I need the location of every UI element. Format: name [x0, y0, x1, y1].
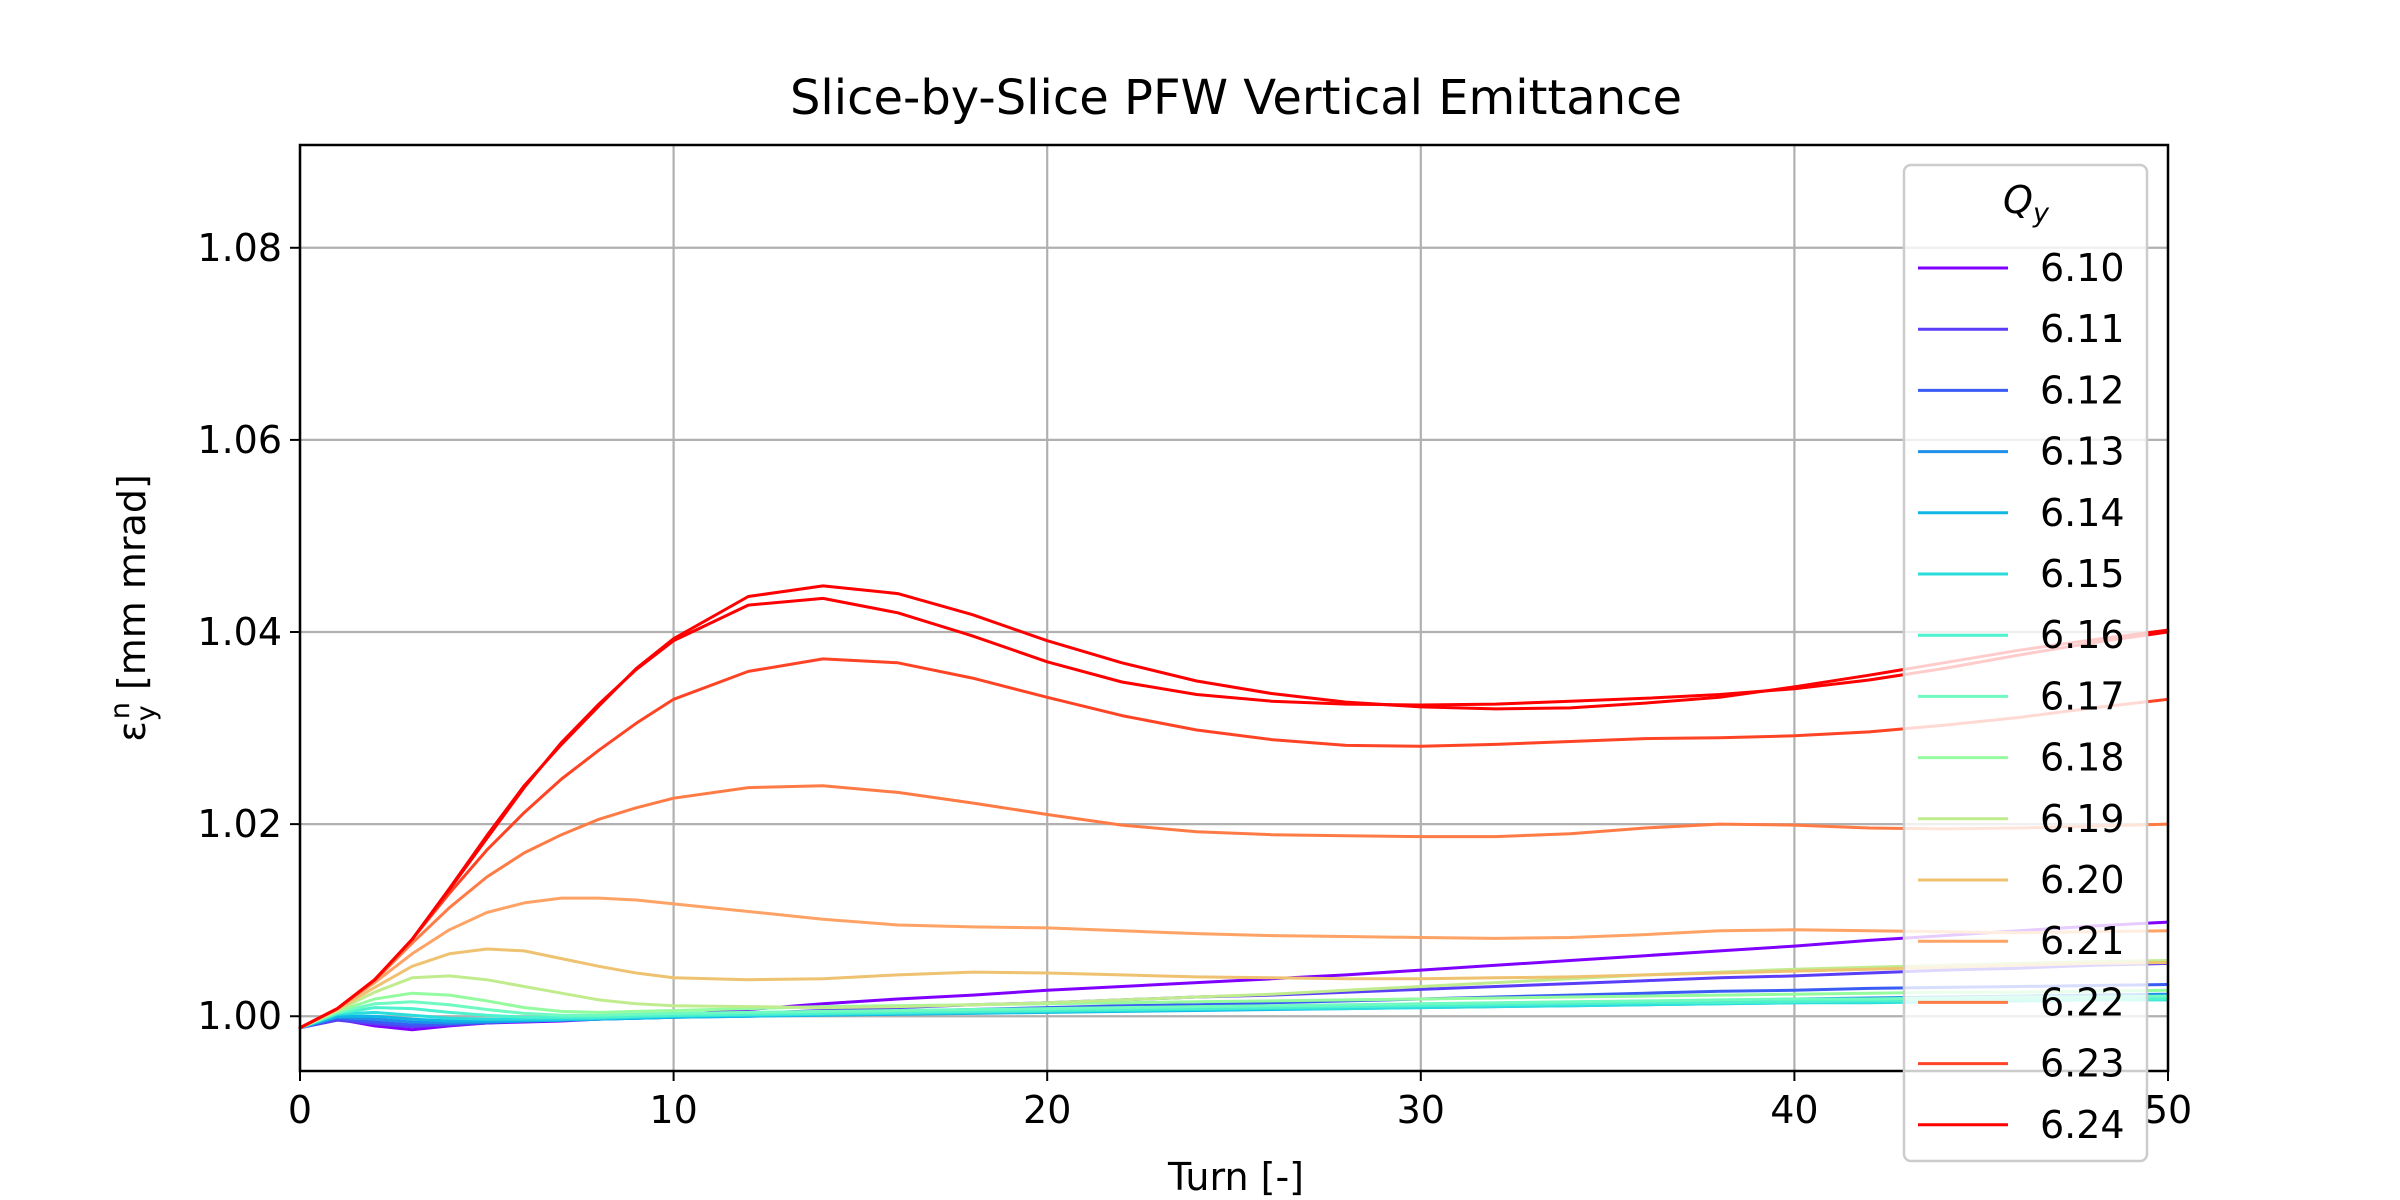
legend-label: 6.14 — [2040, 491, 2125, 535]
x-tick-label: 50 — [2144, 1088, 2192, 1132]
legend-label: 6.11 — [2040, 307, 2125, 351]
chart-title: Slice-by-Slice PFW Vertical Emittance — [790, 70, 1682, 126]
legend-label: 6.18 — [2040, 736, 2125, 780]
legend-title-base: Q — [2003, 178, 2033, 222]
y-axis-label: εyn [mm mrad] — [105, 474, 162, 742]
legend-label: 6.23 — [2040, 1042, 2125, 1086]
y-axis-label-rest: [mm mrad] — [110, 474, 154, 702]
x-tick-label: 10 — [649, 1088, 697, 1132]
x-tick-label: 40 — [1770, 1088, 1818, 1132]
legend-label: 6.16 — [2040, 613, 2125, 657]
legend-label: 6.13 — [2040, 430, 2125, 474]
legend-label: 6.20 — [2040, 858, 2125, 902]
y-axis-label-sup: n — [105, 702, 136, 719]
y-axis-label-symbol: ε — [110, 721, 154, 742]
y-tick-label: 1.08 — [197, 226, 282, 270]
legend-label: 6.10 — [2040, 246, 2125, 290]
legend-label: 6.22 — [2040, 980, 2125, 1024]
x-tick-label: 30 — [1397, 1088, 1445, 1132]
legend: Qy 6.10 6.11 6.12 6.13 6.14 6.15 6.16 6.17 6.18 6… — [1904, 165, 2147, 1161]
y-tick-label: 1.00 — [197, 994, 282, 1038]
x-tick-label: 0 — [288, 1088, 312, 1132]
x-axis-label: Turn [-] — [1167, 1155, 1304, 1199]
legend-label: 6.15 — [2040, 552, 2125, 596]
y-tick-label: 1.02 — [197, 802, 282, 846]
y-tick-label: 1.06 — [197, 418, 282, 462]
legend-label: 6.21 — [2040, 919, 2125, 963]
y-axis-ticks: 1.00 1.02 1.04 1.06 1.08 — [197, 226, 300, 1038]
legend-label: 6.19 — [2040, 797, 2125, 841]
legend-label: 6.24 — [2040, 1103, 2125, 1147]
y-tick-label: 1.04 — [197, 610, 282, 654]
data-series — [300, 586, 2168, 1030]
x-tick-label: 20 — [1023, 1088, 1071, 1132]
legend-label: 6.12 — [2040, 368, 2125, 412]
legend-title-sub: y — [2032, 198, 2050, 229]
legend-label: 6.17 — [2040, 674, 2125, 718]
